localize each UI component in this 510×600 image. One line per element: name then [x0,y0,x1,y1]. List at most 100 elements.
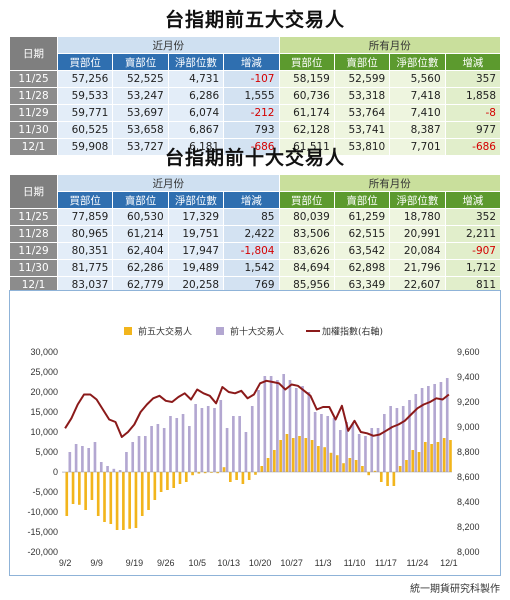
table-cell: 81,775 [56,259,114,277]
y-tick-label: -15,000 [27,527,58,537]
top10-bar [194,404,197,472]
table1-subheader-row: 買部位 賣部位 淨部位數 增減 買部位 賣部位 淨部位數 增減 [10,53,502,71]
table-cell: 17,329 [167,208,225,226]
top5-bar [84,472,87,510]
top5-bar [386,472,389,486]
x-tick-label: 11/17 [375,558,397,568]
column-header: 買部位 [278,191,335,209]
top5-bar [184,472,188,482]
x-tick-label: 10/13 [217,558,240,568]
top10-bar [414,394,418,472]
table-cell: 59,533 [56,87,114,105]
top10-bar [257,390,260,472]
top10-bar [326,416,330,472]
column-header: 增減 [444,53,502,71]
top10-trader-table: 日期 近月份 所有月份 買部位 賣部位 淨部位數 增減 買部位 賣部位 淨部位數 增減 11/… [9,174,502,294]
top10-bar [313,412,317,472]
legend-top10-label: 前十大交易人 [230,326,284,338]
table-cell: 53,810 [333,138,391,156]
table-cell: 6,286 [167,87,225,105]
table-cell: 357 [444,70,502,88]
table-cell: 793 [223,121,280,139]
table-cell: 8,387 [389,121,446,139]
top5-bar [216,472,220,474]
top5-bar [203,472,207,474]
column-header: 買部位 [278,53,335,71]
top5-bar [90,472,94,500]
top5-bar [228,472,232,482]
date-header: 日期 [9,174,58,209]
legend-top10-swatch [216,327,224,335]
top10-bar [338,430,342,472]
top5-bar [191,472,194,476]
all-month-header: 所有月份 [278,36,501,54]
top10-bar [162,428,166,472]
table-cell: 352 [444,208,502,226]
top10-bar [288,380,292,472]
table-row: 11/25 77,859 60,530 17,329 85 80,039 61,259 18,… [9,208,502,226]
near-month-header: 近月份 [57,174,280,192]
top5-bar [78,472,81,505]
x-tick-label: 9/9 [90,558,103,568]
top5-bar [128,472,131,529]
column-header: 賣部位 [112,53,169,71]
top10-bar [370,428,374,472]
column-header: 買部位 [56,53,114,71]
top10-bar [219,400,223,472]
table-cell: -686 [223,138,280,156]
top5-bar [373,470,377,472]
y2-tick-label: 8,000 [457,547,480,557]
table-cell: 6,074 [167,104,225,122]
top10-bar [206,406,210,472]
table-cell: -907 [444,242,502,260]
table-cell: 20,991 [389,225,446,243]
table-cell: -212 [223,104,280,122]
top5-bar [222,467,226,472]
top10-bar [125,452,128,472]
top10-bar [389,406,392,472]
position-chart: 前五大交易人 前十大交易人 加權指數(右軸) 30,000 25,000 20,000 15… [27,326,480,569]
top10-bar [345,422,348,472]
row-date: 12/1 [9,138,58,156]
column-header: 賣部位 [333,191,391,209]
table-cell: 20,084 [389,242,446,260]
top10-bar [351,424,355,472]
legend-top5-swatch [124,327,132,335]
y2-tick-label: 9,200 [457,397,480,407]
table-cell: 85,956 [278,276,335,294]
y2-tick-label: 8,600 [457,472,480,482]
top10-bar [439,382,443,472]
table-cell: 1,858 [444,87,502,105]
top10-bar [427,386,430,472]
table2-title: 台指期前十大交易人 [164,147,345,169]
table-cell: 59,908 [56,138,114,156]
top10-bar [87,448,91,472]
table-cell: 83,626 [278,242,335,260]
top10-bar [93,442,97,472]
top5-bar [71,472,75,504]
table-cell: 19,489 [167,259,225,277]
index-line [64,379,450,438]
table-cell: 52,599 [333,70,391,88]
top5-bar [430,444,433,472]
top10-bar [320,414,323,472]
top10-bar [433,384,436,472]
top5-bar [122,472,125,530]
top5-bar [405,460,408,472]
top10-bar [99,462,103,472]
table-cell: 85 [223,208,280,226]
top5-bar [392,472,396,486]
table-cell: 83,037 [56,276,114,294]
top10-bar [376,428,380,472]
top10-bar [408,400,411,472]
top5-bar [65,472,69,516]
top10-bar [238,416,241,472]
top5-bar [379,472,383,482]
top10-bar [106,466,109,472]
top10-bar [68,452,72,472]
column-header: 淨部位數 [389,53,446,71]
column-header: 淨部位數 [167,53,225,71]
column-header: 賣部位 [333,53,391,71]
table-cell: 84,694 [278,259,335,277]
near-month-header: 近月份 [57,36,280,54]
